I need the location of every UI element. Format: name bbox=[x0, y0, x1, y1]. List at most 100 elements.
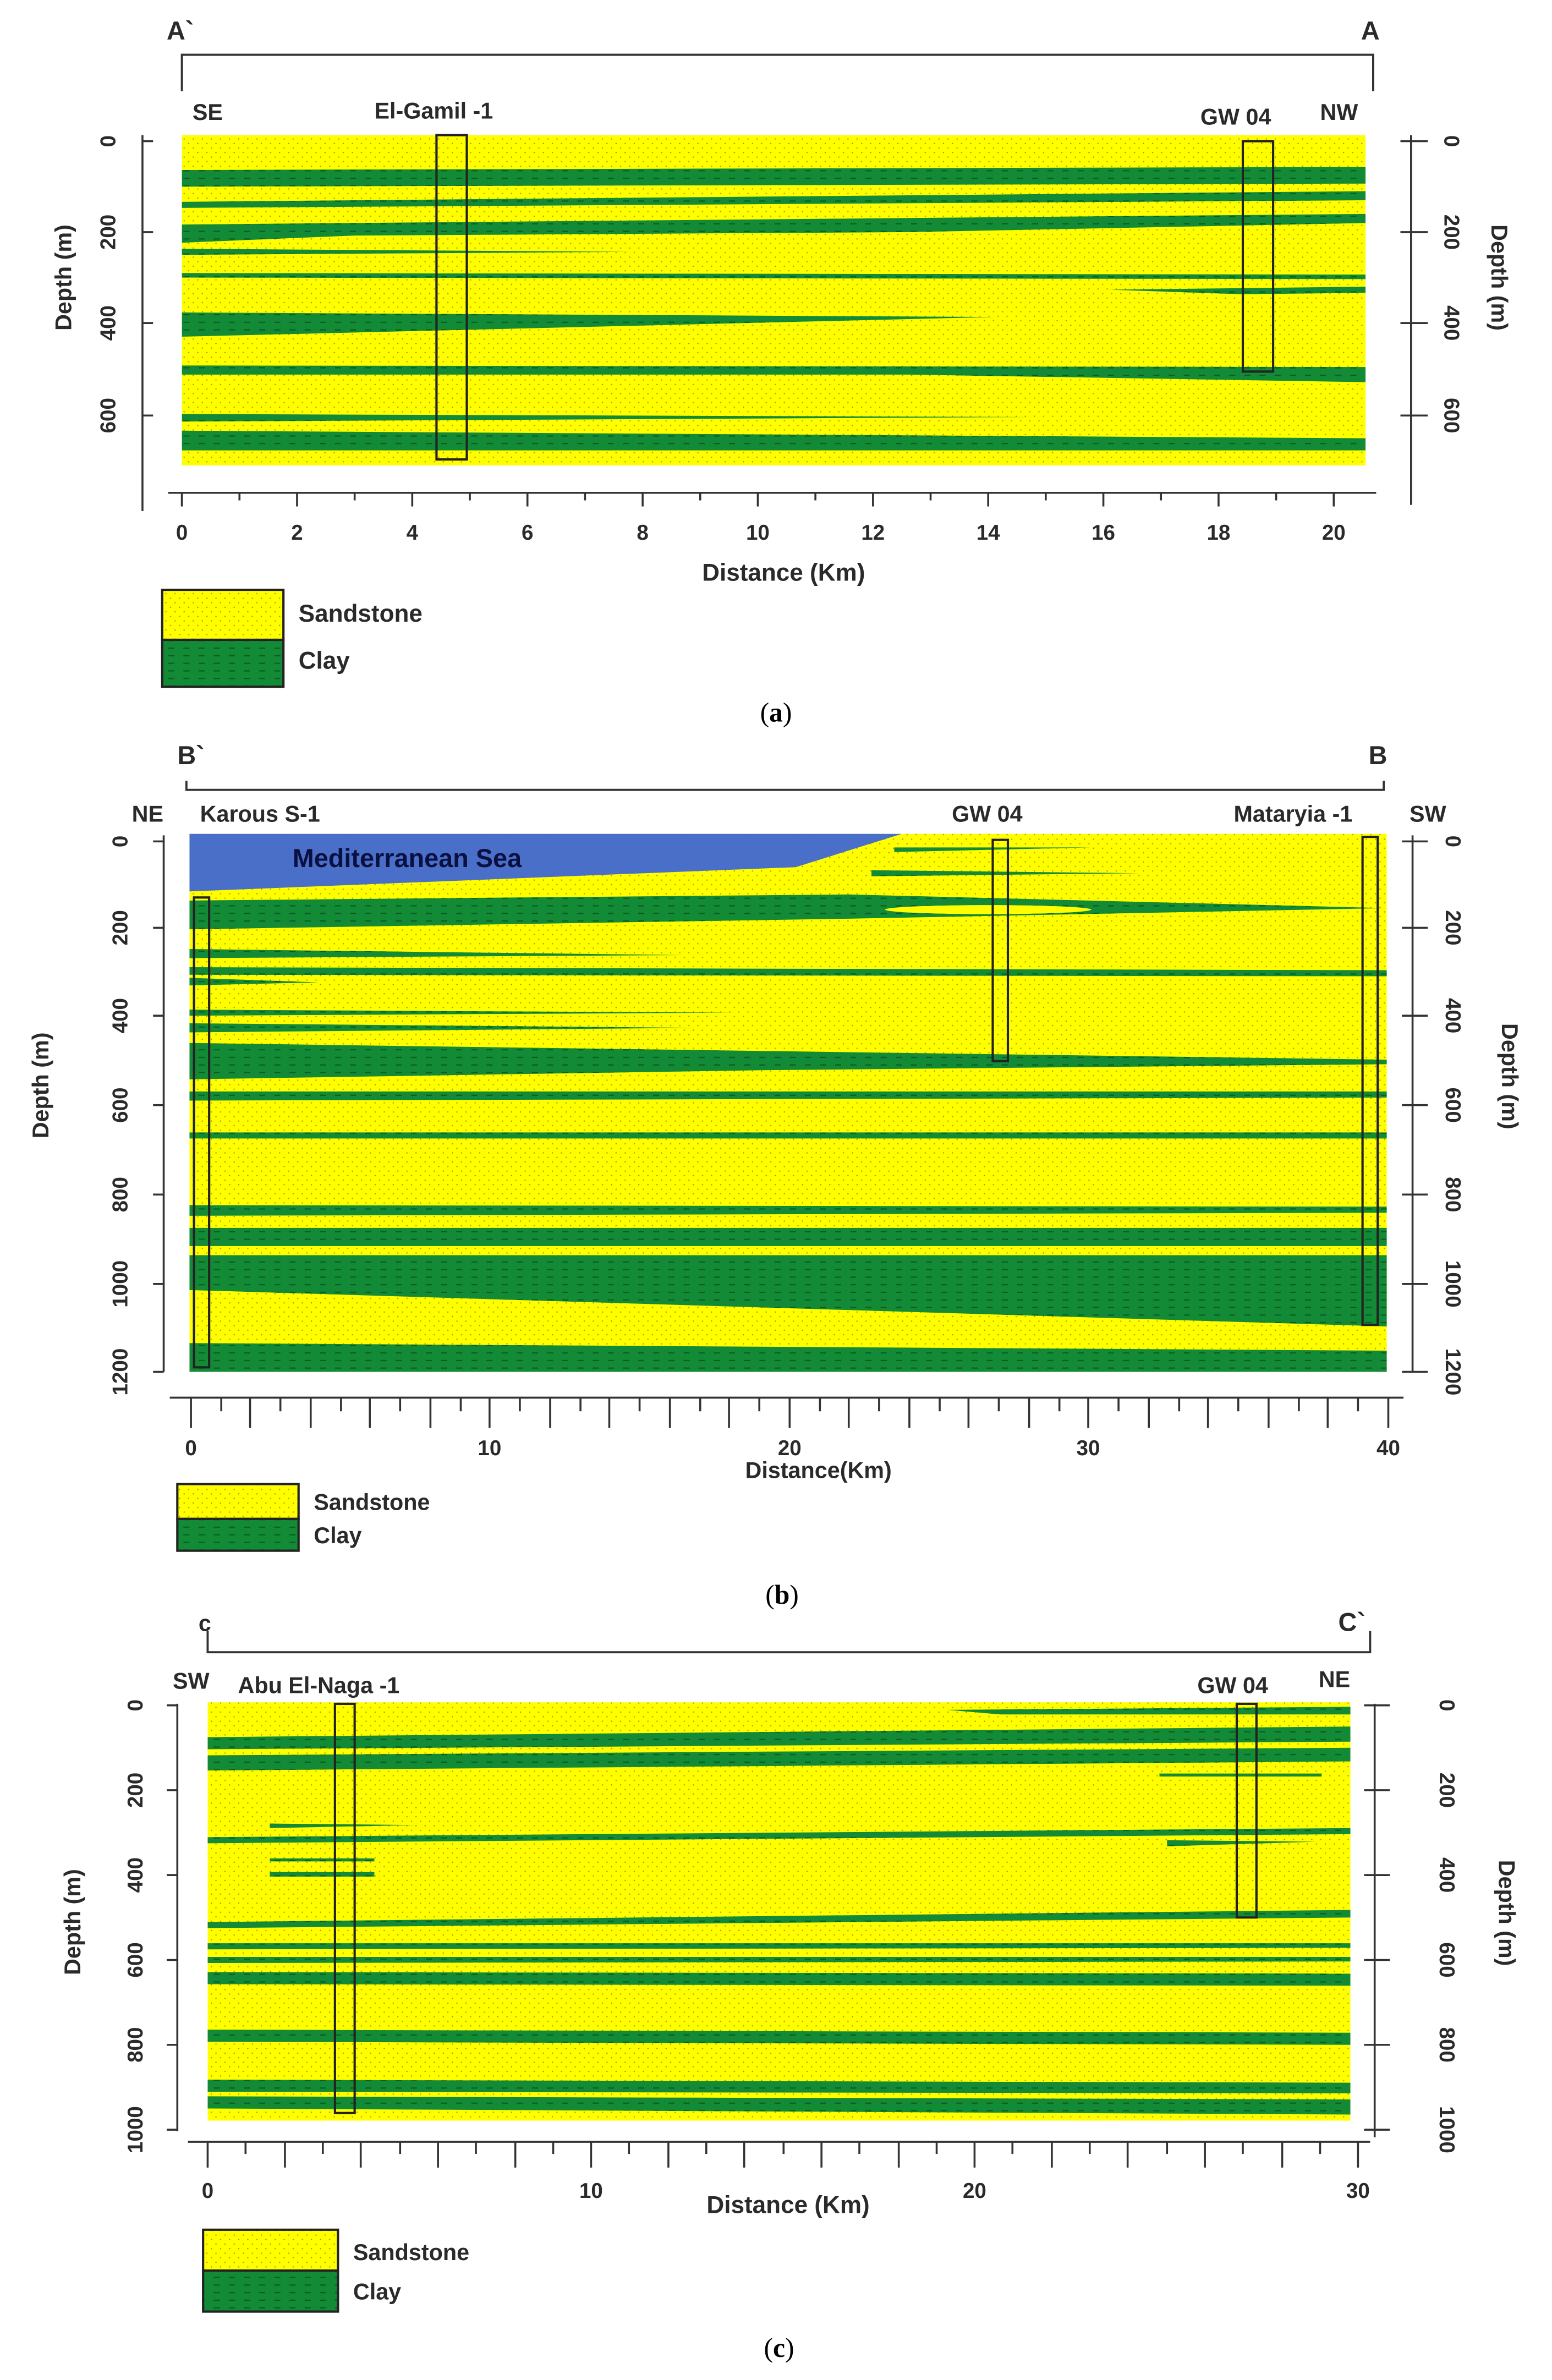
legend-label-sandstone: Sandstone bbox=[314, 1489, 430, 1515]
distance-axis: 0 2 4 6 8 10 12 14 16 18 20 Distance (Km… bbox=[168, 491, 1376, 586]
distance-axis: 0 10 20 30 Distance (Km) bbox=[188, 2141, 1370, 2219]
clay-layer bbox=[189, 1132, 1387, 1139]
profile-line-a bbox=[180, 53, 1374, 91]
profile-label-right: B bbox=[1369, 741, 1388, 770]
clay-lens bbox=[270, 1872, 375, 1877]
profile-line-c bbox=[206, 1631, 1372, 1654]
depth-tick-label: 0 bbox=[1441, 836, 1465, 847]
caption-letter: c bbox=[773, 2333, 785, 2363]
clay-layer bbox=[207, 2080, 1351, 2093]
legend-swatch-clay bbox=[202, 2269, 339, 2313]
well-column-karous-s-1 bbox=[193, 896, 211, 1369]
direction-label-left: SW bbox=[173, 1668, 210, 1693]
legend-swatch-sandstone bbox=[176, 1483, 300, 1520]
caption-letter: a bbox=[769, 698, 783, 728]
section-b: B` B NE SW Karous S-1 GW 04 Mataryia -1 bbox=[28, 741, 1522, 1610]
distance-tick-label: 16 bbox=[1092, 521, 1115, 545]
depth-axis-title: Depth (m) bbox=[1487, 224, 1512, 331]
distance-axis: 0 10 20 30 40 Distance(Km) bbox=[169, 1396, 1404, 1483]
sandstone-body bbox=[207, 1702, 1351, 2121]
depth-tick-label: 800 bbox=[124, 2027, 147, 2063]
depth-axis-title: Depth (m) bbox=[1494, 1860, 1520, 1966]
legend-c: Sandstone Clay bbox=[202, 2228, 469, 2313]
legend-swatch-sandstone bbox=[202, 2228, 339, 2272]
depth-tick-label: 800 bbox=[108, 1177, 132, 1212]
distance-tick-label: 30 bbox=[1346, 2179, 1370, 2203]
clay-lens bbox=[182, 249, 632, 255]
clay-layer bbox=[182, 365, 1366, 382]
clay-layer bbox=[189, 967, 1387, 977]
depth-tick-label: 400 bbox=[1441, 998, 1465, 1033]
clay-layer bbox=[189, 1205, 1387, 1216]
depth-tick-label: 600 bbox=[1435, 1942, 1458, 1977]
clay-lens bbox=[182, 227, 546, 243]
clay-lens bbox=[871, 870, 1140, 876]
depth-tick-label: 0 bbox=[124, 1699, 147, 1711]
direction-label-right: NW bbox=[1320, 100, 1358, 125]
depth-tick-label: 400 bbox=[108, 998, 132, 1033]
clay-layer bbox=[189, 1343, 1387, 1372]
caption-letter: b bbox=[775, 1580, 790, 1610]
distance-tick-label: 10 bbox=[478, 1436, 501, 1460]
sand-lens bbox=[885, 905, 1092, 914]
depth-tick-label: 600 bbox=[96, 398, 120, 433]
well-label: El-Gamil -1 bbox=[374, 98, 493, 123]
clay-layer bbox=[207, 1828, 1351, 1844]
profile-label-left: c bbox=[199, 1611, 211, 1636]
depth-tick-label: 1200 bbox=[1441, 1348, 1465, 1396]
well-label: GW 04 bbox=[1200, 104, 1271, 129]
distance-tick-label: 20 bbox=[1322, 521, 1346, 545]
well-label: GW 04 bbox=[952, 802, 1023, 827]
well-column-el-gamil-1 bbox=[435, 134, 468, 461]
depth-tick-label: 200 bbox=[96, 215, 120, 250]
depth-axis-right: 0 200 400 600 800 1000 Depth (m) bbox=[1364, 1699, 1520, 2153]
clay-layer bbox=[207, 1726, 1351, 1750]
legend-swatch-clay bbox=[176, 1517, 300, 1552]
caption-b: (b) bbox=[765, 1580, 799, 1610]
direction-label-right: NE bbox=[1319, 1667, 1350, 1692]
clay-wedge bbox=[189, 894, 1387, 930]
sea-label: Mediterranean Sea bbox=[293, 844, 522, 873]
caption-c: (c) bbox=[764, 2333, 794, 2363]
depth-axis-title: Depth (m) bbox=[28, 1033, 53, 1139]
depth-tick-label: 200 bbox=[1439, 215, 1463, 250]
clay-lens bbox=[182, 312, 996, 337]
well-column-mataryia-1 bbox=[1361, 836, 1379, 1326]
distance-tick-label: 18 bbox=[1206, 521, 1230, 545]
clay-lens bbox=[270, 1858, 375, 1862]
depth-tick-label: 1000 bbox=[1435, 2106, 1458, 2153]
distance-tick-label: 20 bbox=[963, 2179, 986, 2203]
clay-lens bbox=[182, 414, 1035, 422]
depth-tick-label: 0 bbox=[1439, 135, 1463, 147]
depth-tick-label: 200 bbox=[124, 1773, 147, 1808]
depth-tick-label: 1000 bbox=[124, 2106, 147, 2153]
distance-tick-label: 30 bbox=[1077, 1436, 1100, 1460]
clay-layer bbox=[189, 1091, 1387, 1101]
depth-tick-label: 1000 bbox=[108, 1260, 132, 1308]
depth-tick-label: 0 bbox=[1435, 1699, 1458, 1711]
well-column-gw-04 bbox=[991, 838, 1010, 1062]
depth-tick-label: 1200 bbox=[108, 1348, 132, 1396]
distance-tick-label: 0 bbox=[202, 2179, 213, 2203]
distance-tick-label: 40 bbox=[1376, 1436, 1400, 1460]
distance-tick-label: 6 bbox=[522, 521, 533, 545]
depth-tick-label: 1000 bbox=[1441, 1260, 1465, 1308]
distance-tick-label: 8 bbox=[637, 521, 648, 545]
clay-layer bbox=[182, 213, 1366, 237]
distance-tick-label: 0 bbox=[176, 521, 188, 545]
depth-tick-label: 400 bbox=[1439, 305, 1463, 341]
clay-layer bbox=[182, 273, 1366, 279]
legend-label-sandstone: Sandstone bbox=[299, 600, 423, 627]
clay-layer bbox=[207, 1910, 1351, 1928]
distance-tick-label: 4 bbox=[407, 521, 419, 545]
profile-label-left: B` bbox=[177, 741, 204, 770]
clay-lens bbox=[189, 978, 319, 986]
mediterranean-sea bbox=[189, 833, 902, 892]
legend-label-sandstone: Sandstone bbox=[353, 2240, 469, 2265]
depth-axis-title: Depth (m) bbox=[51, 224, 76, 331]
clay-layer bbox=[207, 1956, 1351, 1963]
depth-tick-label: 600 bbox=[1441, 1088, 1465, 1123]
direction-label-right: SW bbox=[1410, 802, 1446, 827]
distance-axis-title: Distance(Km) bbox=[745, 1457, 891, 1483]
legend-label-clay: Clay bbox=[314, 1523, 361, 1548]
